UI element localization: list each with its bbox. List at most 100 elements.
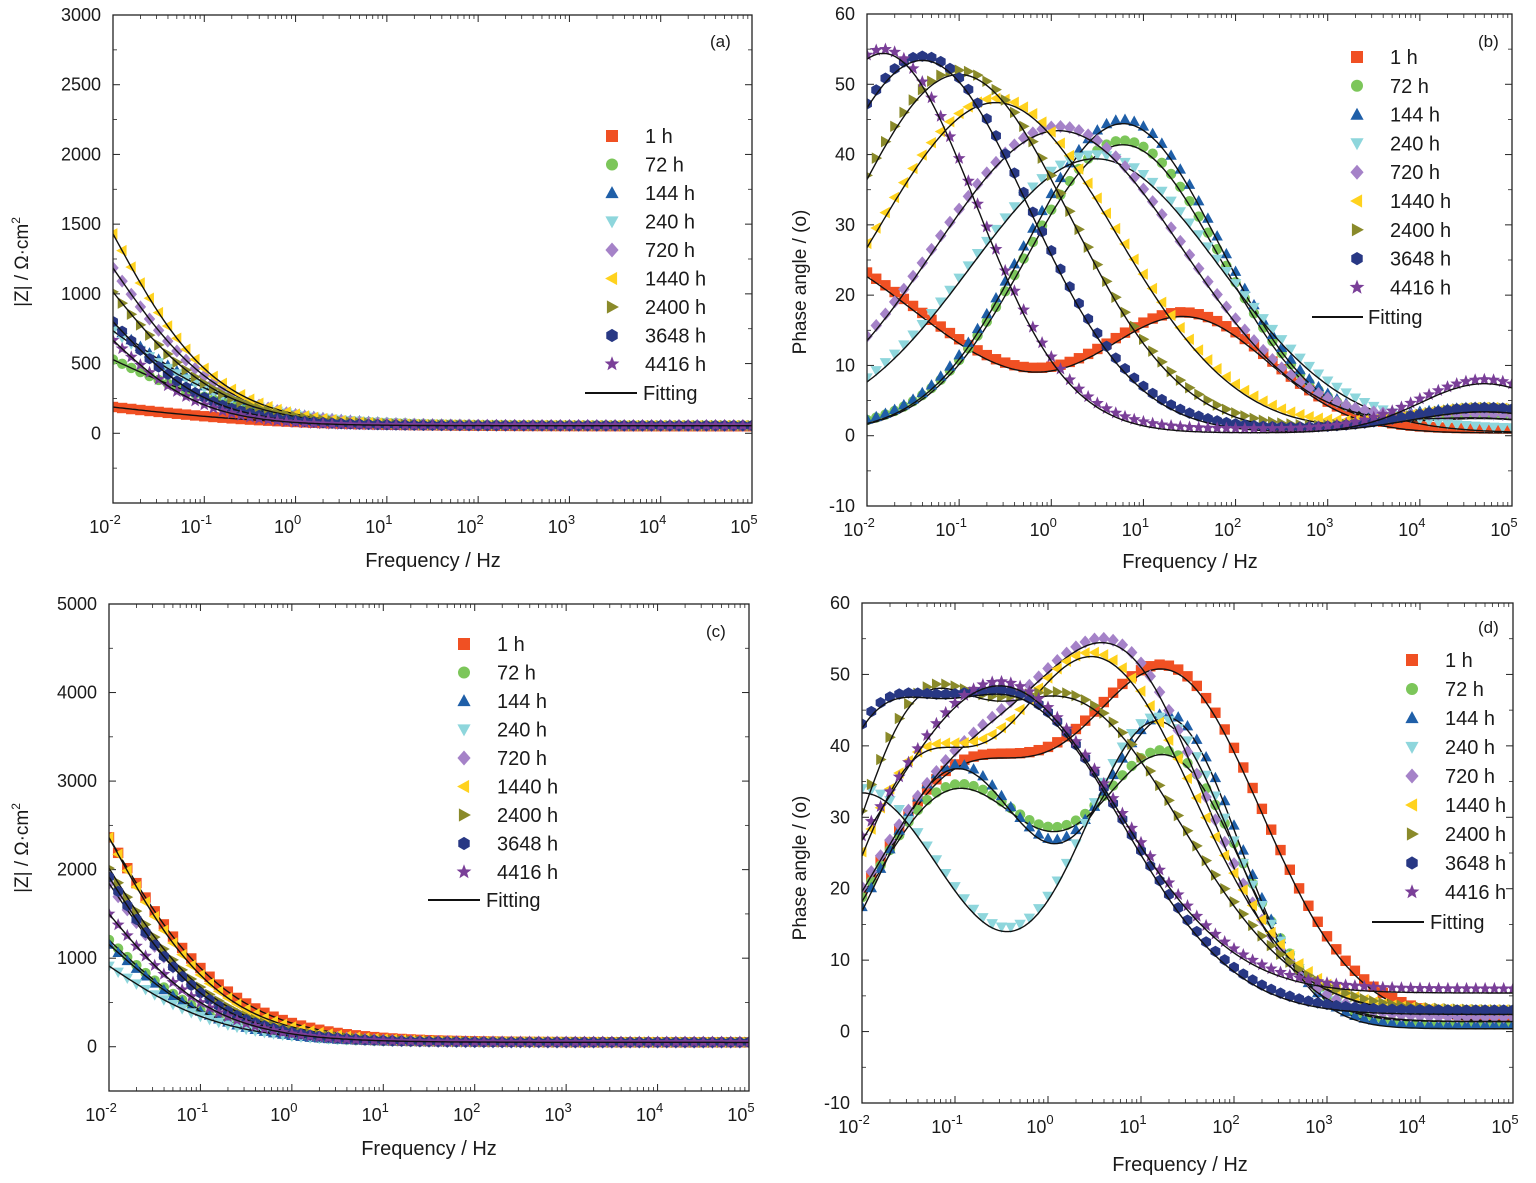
data-point xyxy=(1100,117,1113,129)
data-point xyxy=(995,721,1006,734)
x-tick-label: 101 xyxy=(365,512,392,537)
legend-label: 1 h xyxy=(497,634,525,656)
data-point xyxy=(1128,253,1139,265)
data-point xyxy=(884,842,896,854)
x-tick-label: 103 xyxy=(1306,515,1333,540)
data-point xyxy=(1367,410,1381,423)
data-point xyxy=(1441,981,1455,995)
data-point xyxy=(1479,401,1490,414)
data-point xyxy=(1237,884,1248,896)
legend-marker xyxy=(457,779,470,794)
legend-marker xyxy=(606,300,619,314)
data-point xyxy=(1461,1004,1472,1016)
data-point xyxy=(1331,382,1343,394)
data-point xyxy=(1200,692,1212,704)
data-point xyxy=(654,418,668,432)
data-point xyxy=(1137,268,1148,280)
data-point xyxy=(968,751,979,762)
series-3648h xyxy=(862,684,1513,1016)
data-point xyxy=(953,202,965,216)
data-point xyxy=(880,72,891,84)
data-point xyxy=(1432,418,1445,429)
data-point xyxy=(1350,990,1361,1003)
data-point xyxy=(971,177,984,191)
data-point xyxy=(1054,137,1065,149)
y-tick-label: 50 xyxy=(835,74,855,94)
data-point xyxy=(1156,157,1168,169)
data-point xyxy=(1052,686,1064,698)
data-point xyxy=(1078,748,1092,761)
y-tick-label: 3000 xyxy=(61,5,101,25)
data-point xyxy=(1046,204,1057,215)
data-point xyxy=(1229,265,1242,276)
data-point xyxy=(1042,821,1054,833)
data-point xyxy=(1129,320,1141,333)
data-point xyxy=(1348,415,1362,428)
data-point xyxy=(307,416,321,429)
data-point xyxy=(1155,296,1167,309)
data-point xyxy=(1322,998,1332,1011)
data-point xyxy=(954,72,965,84)
data-point xyxy=(1091,192,1102,204)
data-point xyxy=(1497,981,1511,995)
legend-label: 4416 h xyxy=(497,862,558,884)
data-point xyxy=(986,710,998,724)
data-point xyxy=(1099,707,1110,719)
data-point xyxy=(1220,371,1231,383)
data-point xyxy=(1266,324,1279,336)
data-point xyxy=(1339,416,1353,430)
data-point xyxy=(862,784,868,795)
data-point xyxy=(1209,771,1222,783)
panel-b-label: (b) xyxy=(1478,32,1499,51)
data-point xyxy=(1489,1004,1500,1016)
data-point xyxy=(1358,397,1371,409)
data-point xyxy=(950,680,961,692)
data-point xyxy=(1432,1018,1445,1029)
data-point xyxy=(1036,116,1047,128)
panel-c-plot-area xyxy=(109,831,749,1049)
data-point xyxy=(1111,291,1122,303)
data-point xyxy=(1107,768,1119,780)
data-point xyxy=(1229,421,1243,434)
data-point xyxy=(1079,635,1091,649)
data-point xyxy=(1115,806,1129,819)
data-point xyxy=(371,418,385,431)
data-point xyxy=(1183,218,1196,229)
data-point xyxy=(1218,794,1231,806)
data-point xyxy=(459,1035,473,1048)
data-point xyxy=(1219,421,1233,434)
data-point xyxy=(1146,416,1160,429)
data-point xyxy=(888,191,900,204)
x-tick-label: 103 xyxy=(548,512,575,537)
data-point xyxy=(1174,207,1187,218)
legend-label: 240 h xyxy=(1390,133,1440,155)
data-point xyxy=(953,273,965,285)
data-point xyxy=(1045,166,1058,178)
svg-text:Phase angle / (o): Phase angle / (o) xyxy=(790,796,811,941)
data-point xyxy=(898,282,910,296)
y-tick-label: 20 xyxy=(830,879,850,899)
panel-a-y-ticks: 0 500 1000 1500 2000 2500 3000 xyxy=(61,5,752,469)
data-point xyxy=(1145,661,1156,672)
data-point xyxy=(1376,407,1390,420)
data-point xyxy=(1009,360,1020,371)
data-point xyxy=(343,417,357,431)
legend-label: 72 h xyxy=(497,663,536,685)
data-point xyxy=(894,688,905,700)
data-point xyxy=(1037,225,1048,238)
data-point xyxy=(1340,955,1351,966)
y-tick-label: 3000 xyxy=(57,771,97,791)
data-point xyxy=(1422,387,1436,401)
data-point xyxy=(1505,377,1512,390)
data-point xyxy=(950,688,960,700)
legend-label: 2400 h xyxy=(1445,824,1506,846)
data-point xyxy=(879,206,890,219)
data-point xyxy=(985,675,999,688)
data-point xyxy=(1014,703,1025,716)
data-point xyxy=(967,904,980,916)
legend-marker xyxy=(457,724,471,737)
panel-d-label: (d) xyxy=(1478,618,1499,637)
x-tick-label: 100 xyxy=(1026,1112,1053,1137)
data-point xyxy=(912,687,923,699)
